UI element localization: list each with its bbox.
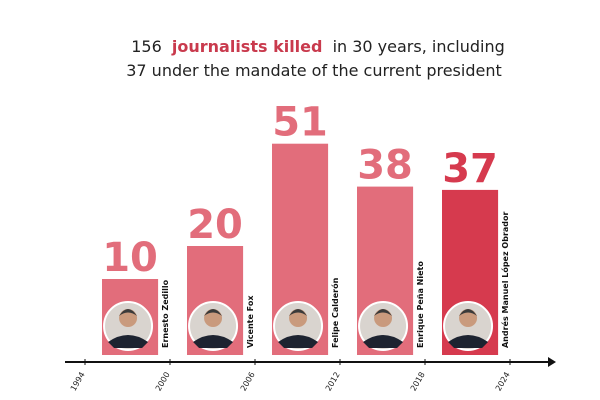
portrait-face	[459, 309, 478, 327]
portrait-face	[374, 309, 393, 327]
portrait-hair	[289, 309, 308, 316]
president-name: Andrés Manuel López Obrador	[500, 211, 510, 348]
portrait	[443, 301, 494, 351]
portrait	[103, 301, 154, 351]
portrait-suit	[448, 335, 489, 348]
timeline-arrow	[548, 357, 556, 367]
portrait	[273, 301, 324, 351]
portrait-suit	[108, 335, 149, 348]
value-label: 10	[102, 235, 158, 281]
title-part: in 30 years, including	[333, 37, 505, 56]
x-tick-label: 2000	[154, 371, 172, 393]
x-tick-label: 1994	[69, 371, 87, 393]
portrait-face	[204, 309, 223, 327]
portrait-hair	[119, 309, 138, 316]
x-tick-label: 2018	[409, 371, 427, 393]
portrait-suit	[193, 335, 234, 348]
x-tick-label: 2012	[324, 371, 342, 393]
president-name: Felipe Calderón	[330, 277, 340, 348]
title-highlight: journalists killed	[171, 37, 323, 56]
x-tick-label: 2006	[239, 371, 257, 393]
president-name: Enrique Peña Nieto	[416, 261, 425, 348]
title-part: 156	[131, 37, 162, 56]
portrait	[358, 301, 409, 351]
value-label: 20	[187, 202, 243, 248]
portrait-hair	[204, 309, 223, 316]
portrait-hair	[459, 309, 478, 316]
chart-title: 156 journalists killed in 30 years, incl…	[131, 37, 505, 56]
value-label: 38	[357, 143, 413, 189]
portrait-suit	[363, 335, 404, 348]
value-label: 37	[442, 146, 498, 192]
portrait-hair	[374, 309, 393, 316]
portrait-suit	[278, 335, 319, 348]
value-label: 51	[272, 100, 328, 146]
chart-subtitle: 37 under the mandate of the current pres…	[126, 61, 502, 80]
portrait-face	[289, 309, 308, 327]
portrait-face	[119, 309, 138, 327]
portrait	[188, 301, 239, 351]
president-name: Vicente Fox	[246, 295, 255, 348]
president-name: Ernesto Zedillo	[161, 279, 170, 348]
x-tick-label: 2024	[494, 371, 512, 393]
